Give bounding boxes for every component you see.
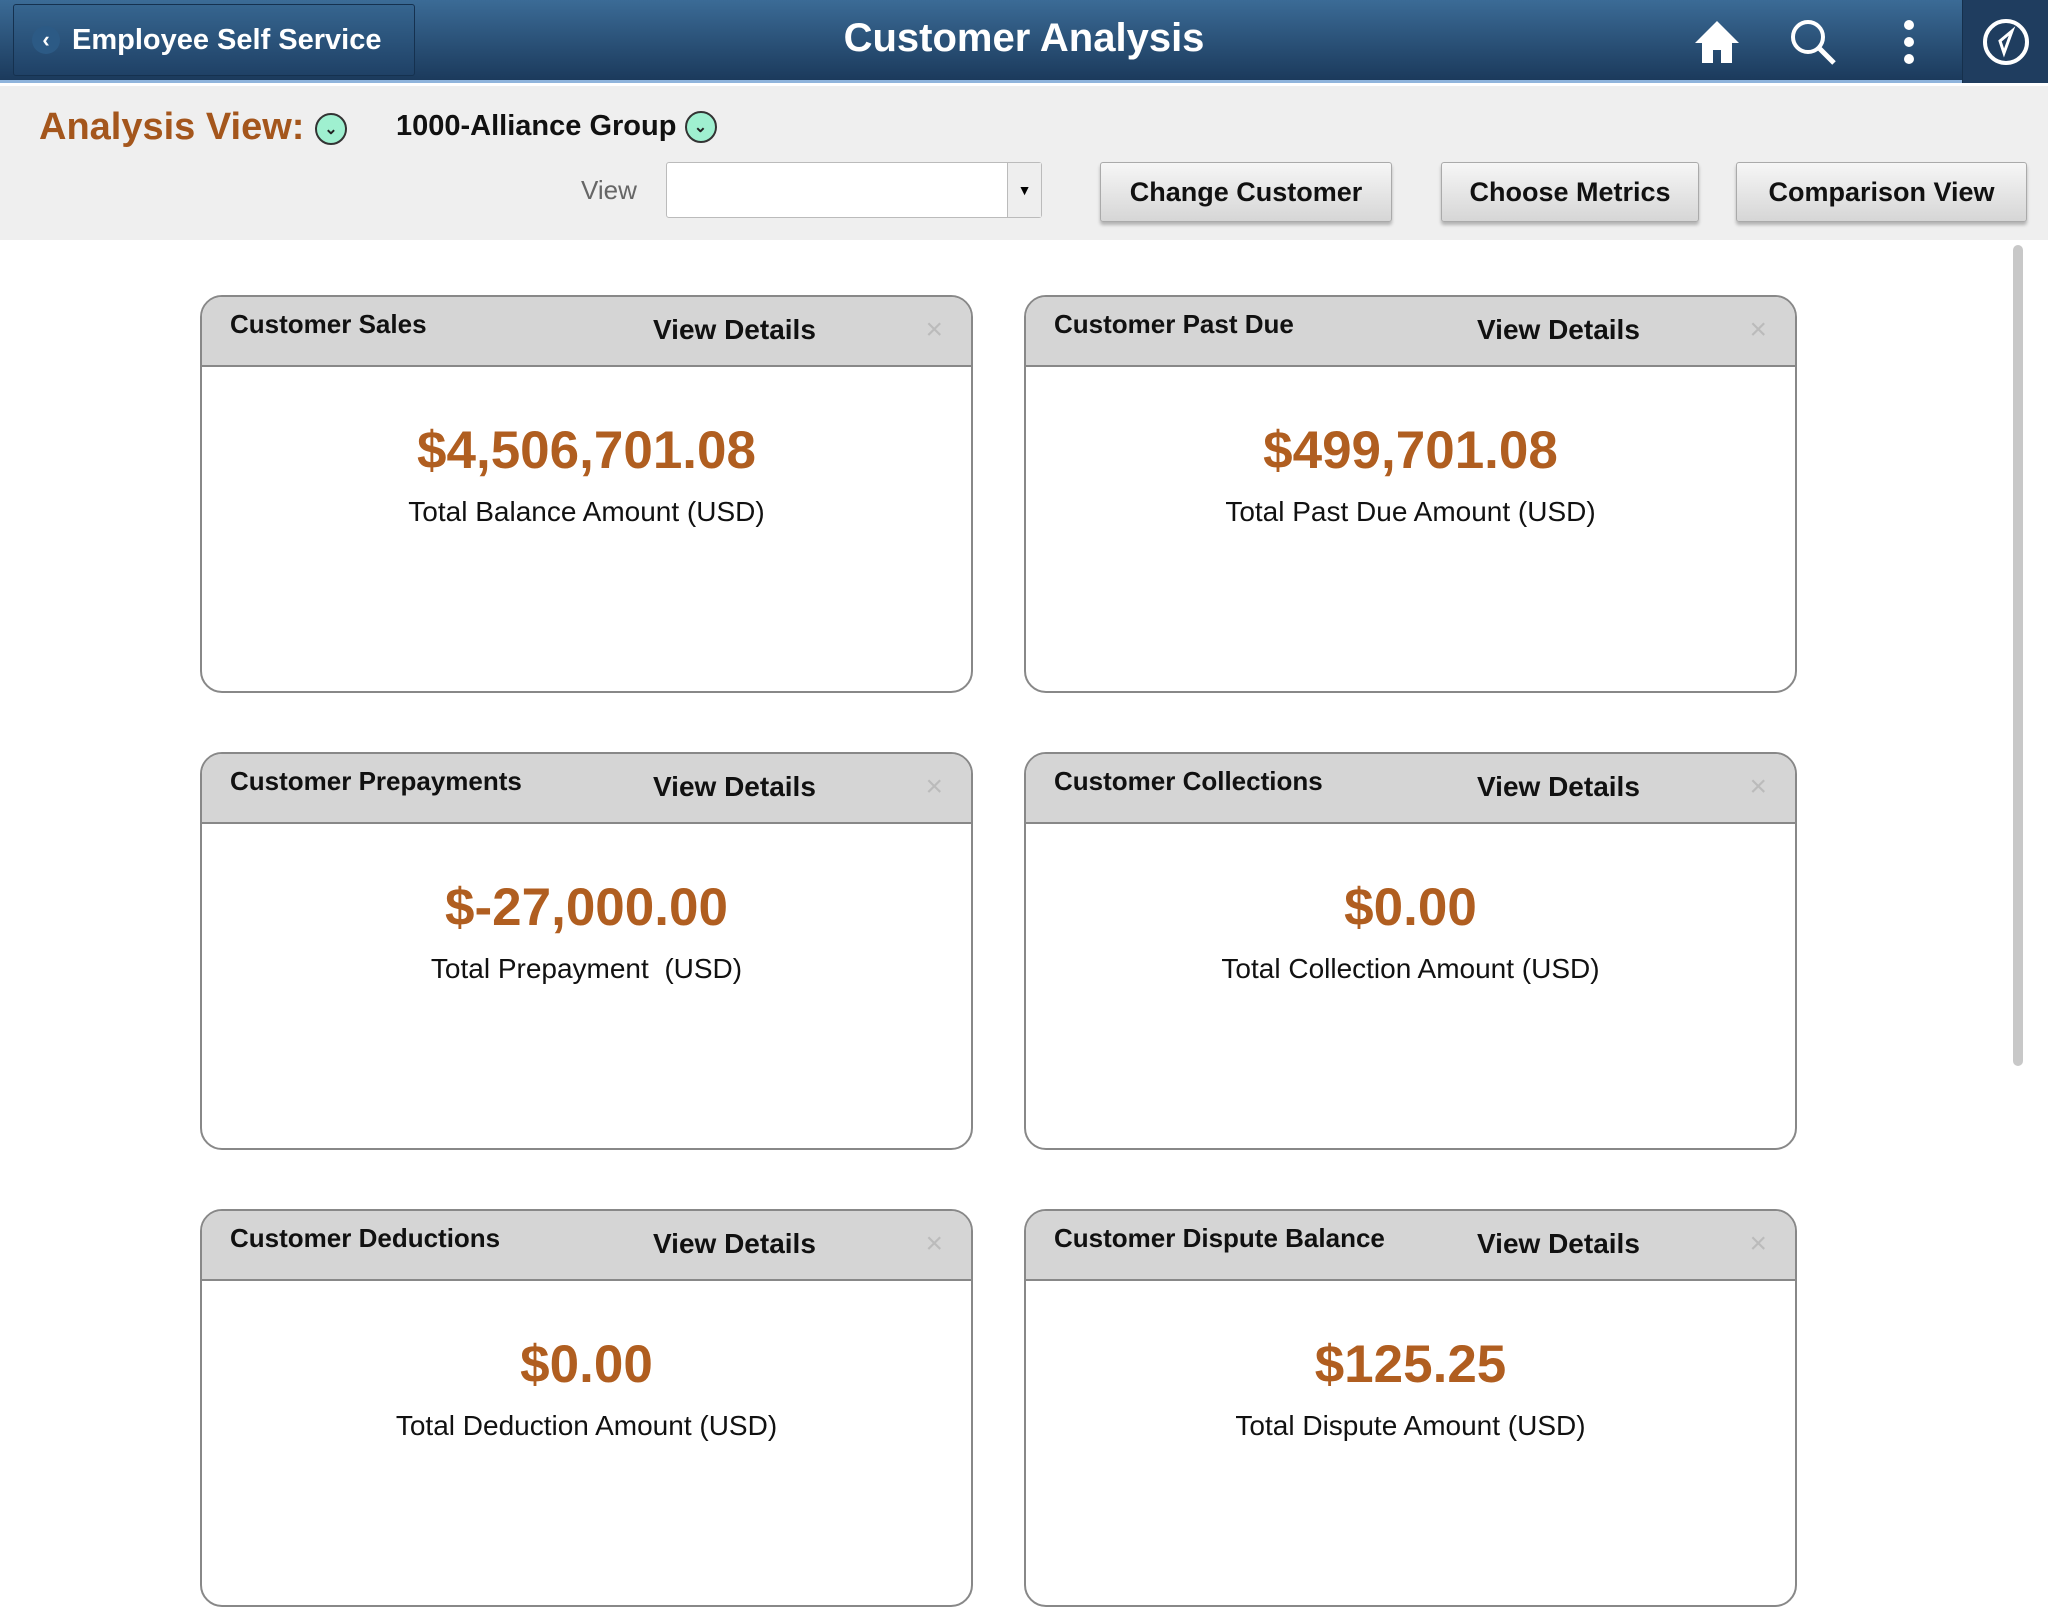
close-icon[interactable]: ×: [1749, 1227, 1767, 1260]
close-icon[interactable]: ×: [925, 1227, 943, 1260]
card-header: Customer Collections View Details ×: [1026, 754, 1795, 824]
choose-metrics-button[interactable]: Choose Metrics: [1441, 162, 1699, 222]
card-title: Customer Past Due: [1054, 309, 1294, 339]
card-label: Total Past Due Amount (USD): [1225, 496, 1596, 527]
change-customer-button[interactable]: Change Customer: [1100, 162, 1392, 222]
app-header: ‹ Employee Self Service Customer Analysi…: [0, 0, 2048, 83]
card-label: Total Dispute Amount (USD): [1235, 1410, 1586, 1441]
back-button[interactable]: ‹ Employee Self Service: [13, 4, 415, 76]
analysis-view-label: Analysis View:: [39, 106, 305, 148]
card-header: Customer Deductions View Details ×: [202, 1211, 971, 1281]
view-label: View: [581, 175, 637, 205]
dropdown-arrow-icon[interactable]: ▼: [1007, 163, 1041, 217]
back-label: Employee Self Service: [72, 23, 382, 56]
chevron-left-icon: ‹: [32, 26, 60, 54]
card-amount: $-27,000.00: [445, 878, 728, 937]
card-header: Customer Dispute Balance View Details ×: [1026, 1211, 1795, 1281]
metric-card: Customer Prepayments View Details × $-27…: [200, 752, 973, 1150]
card-title: Customer Collections: [1054, 766, 1323, 796]
close-icon[interactable]: ×: [925, 313, 943, 346]
view-details-link[interactable]: View Details: [1477, 771, 1640, 802]
card-title: Customer Sales: [230, 309, 427, 339]
card-label: Total Collection Amount (USD): [1221, 953, 1600, 984]
close-icon[interactable]: ×: [1749, 770, 1767, 803]
navbar-button[interactable]: [1962, 0, 2048, 83]
chevron-down-icon[interactable]: ⌄: [684, 111, 717, 144]
view-details-link[interactable]: View Details: [653, 771, 816, 802]
comparison-view-button[interactable]: Comparison View: [1736, 162, 2027, 222]
page-title: Customer Analysis: [843, 16, 1205, 60]
scrollbar[interactable]: [2013, 245, 2023, 1066]
card-header: Customer Prepayments View Details ×: [202, 754, 971, 824]
card-header: Customer Past Due View Details ×: [1026, 297, 1795, 367]
analysis-view-selector[interactable]: Analysis View: ⌄: [39, 106, 347, 149]
customer-name: 1000-Alliance Group: [396, 110, 677, 142]
card-label: Total Prepayment (USD): [430, 953, 743, 984]
view-select[interactable]: ▼: [666, 162, 1042, 218]
card-header: Customer Sales View Details ×: [202, 297, 971, 367]
customer-selector[interactable]: 1000-Alliance Group ⌄: [396, 110, 717, 144]
search-icon[interactable]: [1785, 14, 1841, 70]
metric-card: Customer Collections View Details × $0.0…: [1024, 752, 1797, 1150]
view-details-link[interactable]: View Details: [653, 1228, 816, 1259]
view-details-link[interactable]: View Details: [1477, 1228, 1640, 1259]
card-title: Customer Prepayments: [230, 766, 522, 796]
card-title: Customer Dispute Balance: [1054, 1223, 1385, 1253]
metric-card: Customer Past Due View Details × $499,70…: [1024, 295, 1797, 693]
card-title: Customer Deductions: [230, 1223, 501, 1253]
card-amount: $0.00: [520, 1335, 653, 1394]
card-label: Total Balance Amount (USD): [408, 496, 765, 527]
view-details-link[interactable]: View Details: [1477, 314, 1640, 345]
home-icon[interactable]: [1689, 14, 1745, 70]
more-actions-icon[interactable]: [1881, 14, 1937, 70]
close-icon[interactable]: ×: [1749, 313, 1767, 346]
card-amount: $499,701.08: [1263, 421, 1558, 480]
close-icon[interactable]: ×: [925, 770, 943, 803]
metric-card: Customer Deductions View Details × $0.00…: [200, 1209, 973, 1607]
view-details-link[interactable]: View Details: [653, 314, 816, 345]
chevron-down-icon[interactable]: ⌄: [315, 112, 347, 145]
card-label: Total Deduction Amount (USD): [395, 1410, 778, 1441]
card-amount: $125.25: [1314, 1335, 1507, 1394]
card-amount: $4,506,701.08: [417, 421, 756, 480]
metric-card: Customer Sales View Details × $4,506,701…: [200, 295, 973, 693]
metric-card: Customer Dispute Balance View Details × …: [1024, 1209, 1797, 1607]
compass-icon: [1982, 18, 2029, 65]
card-amount: $0.00: [1344, 878, 1477, 937]
